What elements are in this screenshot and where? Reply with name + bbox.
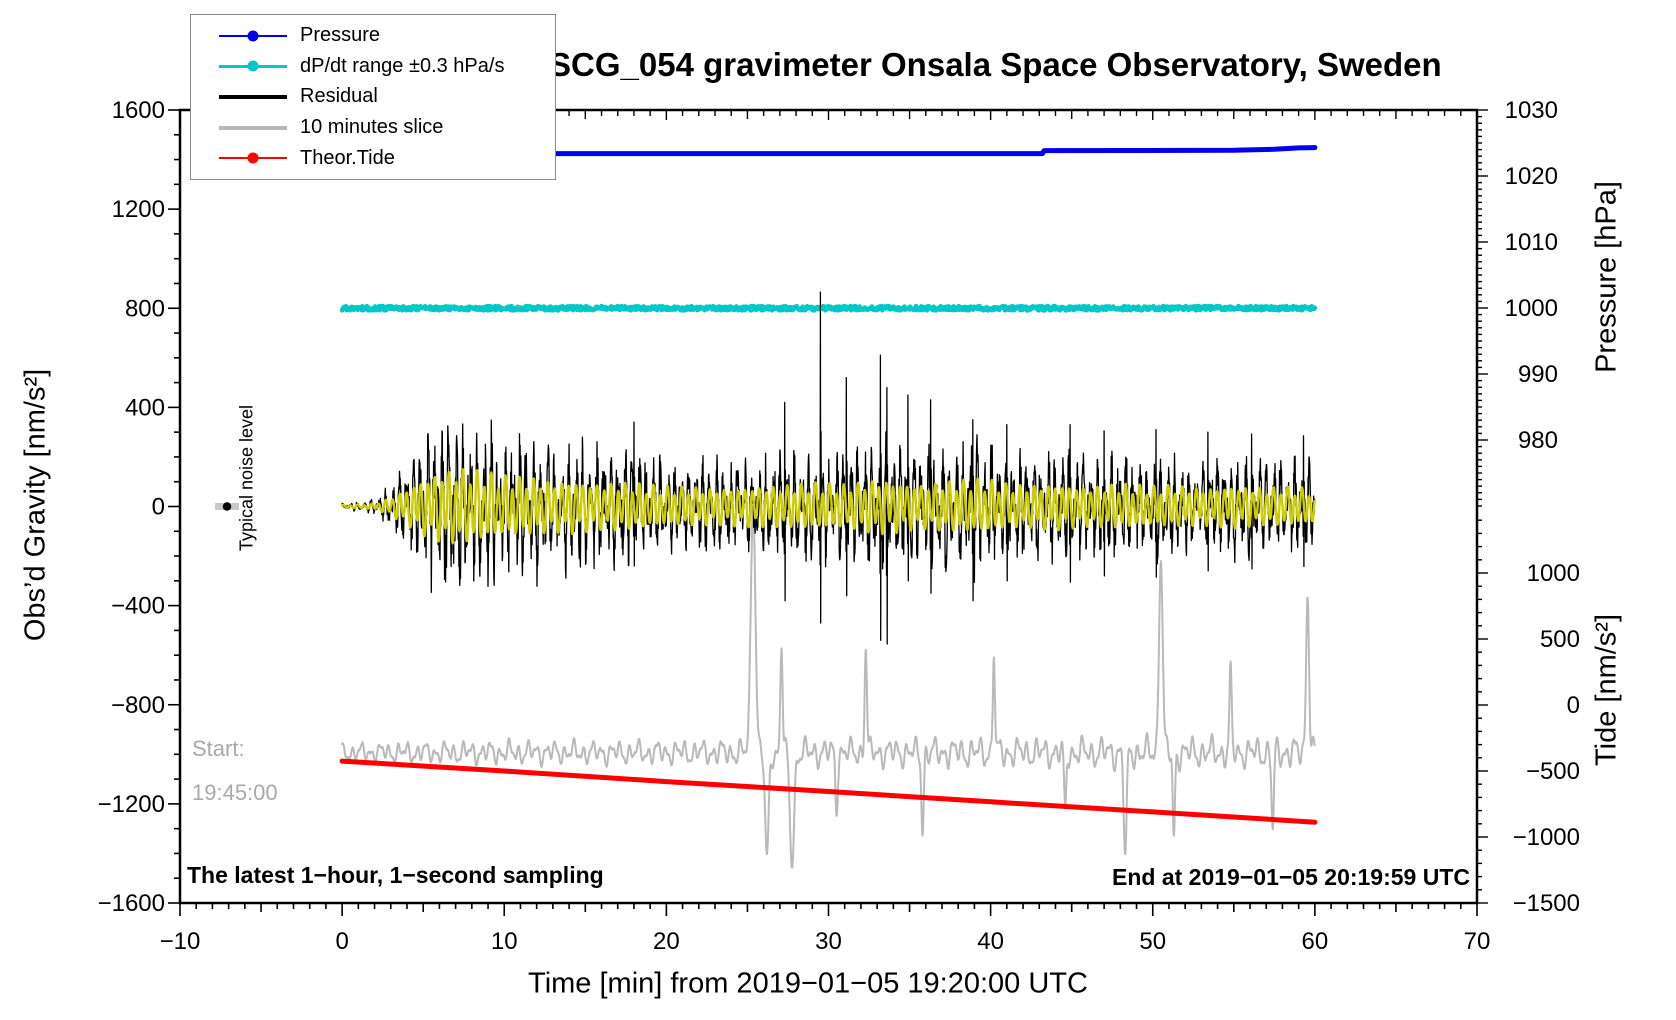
svg-text:−400: −400 — [111, 593, 165, 620]
slice-line-sample-icon — [219, 122, 287, 134]
svg-text:20: 20 — [653, 928, 680, 955]
svg-text:1600: 1600 — [112, 97, 165, 124]
chart-title: SCG_054 gravimeter Onsala Space Observat… — [549, 46, 1442, 83]
typical-noise-marker — [215, 502, 240, 511]
svg-text:40: 40 — [977, 928, 1004, 955]
legend-label: Theor.Tide — [300, 146, 395, 169]
tide-axis-title: Tide [nm/s²] — [1590, 613, 1623, 767]
svg-text:−10: −10 — [160, 928, 201, 955]
legend-label: Residual — [300, 85, 378, 108]
svg-text:1010: 1010 — [1505, 229, 1558, 256]
start-time-label: 19:45:00 — [192, 780, 278, 805]
svg-text:60: 60 — [1302, 928, 1329, 955]
svg-text:1000: 1000 — [1527, 560, 1580, 587]
svg-text:1000: 1000 — [1505, 295, 1558, 322]
plot-frame — [178, 108, 1479, 905]
svg-text:−1000: −1000 — [1513, 824, 1580, 851]
svg-text:−1500: −1500 — [1513, 890, 1580, 917]
sampling-note: The latest 1−hour, 1−second sampling — [187, 862, 604, 888]
residual-line-sample-icon — [219, 91, 287, 103]
svg-text:1200: 1200 — [112, 196, 165, 223]
svg-text:30: 30 — [815, 928, 842, 955]
tide-line-sample-icon — [219, 152, 287, 164]
legend-item-dpdt: dP/dt range ±0.3 hPa/s — [191, 52, 555, 80]
svg-text:−1200: −1200 — [98, 791, 165, 818]
svg-text:−1600: −1600 — [98, 890, 165, 917]
legend-label: Pressure — [300, 24, 381, 47]
svg-text:1020: 1020 — [1505, 163, 1558, 190]
typical-noise-level-label: Typical noise level — [236, 404, 257, 552]
legend-item-slice: 10 minutes slice — [191, 114, 555, 142]
left-axis-title: Obs’d Gravity [nm/s²] — [19, 368, 52, 642]
svg-text:400: 400 — [125, 394, 165, 421]
svg-text:10: 10 — [491, 928, 518, 955]
dpdt-line-sample-icon — [219, 60, 287, 72]
svg-text:0: 0 — [1567, 692, 1580, 719]
legend-item-pressure: Pressure — [191, 22, 555, 50]
x-axis-title: Time [min] from 2019−01−05 19:20:00 UTC — [528, 967, 1088, 1000]
legend-label: 10 minutes slice — [300, 116, 444, 139]
data-series — [339, 145, 1318, 869]
legend-label: dP/dt range ±0.3 hPa/s — [300, 54, 505, 77]
end-time-note: End at 2019−01−05 20:19:59 UTC — [1112, 864, 1470, 890]
svg-text:980: 980 — [1518, 427, 1558, 454]
legend-item-tide: Theor.Tide — [191, 144, 555, 172]
svg-text:500: 500 — [1540, 626, 1580, 653]
pressure-line-sample-icon — [219, 30, 287, 42]
legend-box: Pressure dP/dt range ±0.3 hPa/s Residual… — [190, 14, 556, 180]
tick-labels: −10 0 10 20 30 40 50 60 70160012008004000−400−80… — [98, 97, 1580, 955]
svg-text:0: 0 — [152, 494, 165, 521]
svg-text:−500: −500 — [1526, 758, 1580, 785]
svg-text:800: 800 — [125, 295, 165, 322]
svg-text:−800: −800 — [111, 692, 165, 719]
svg-text:1030: 1030 — [1505, 97, 1558, 124]
svg-text:0: 0 — [335, 928, 348, 955]
legend-item-residual: Residual — [191, 83, 555, 111]
svg-text:990: 990 — [1518, 361, 1558, 388]
svg-text:70: 70 — [1464, 928, 1491, 955]
start-label: Start: — [192, 736, 245, 761]
svg-text:50: 50 — [1139, 928, 1166, 955]
pressure-axis-title: Pressure [hPa] — [1590, 181, 1623, 373]
